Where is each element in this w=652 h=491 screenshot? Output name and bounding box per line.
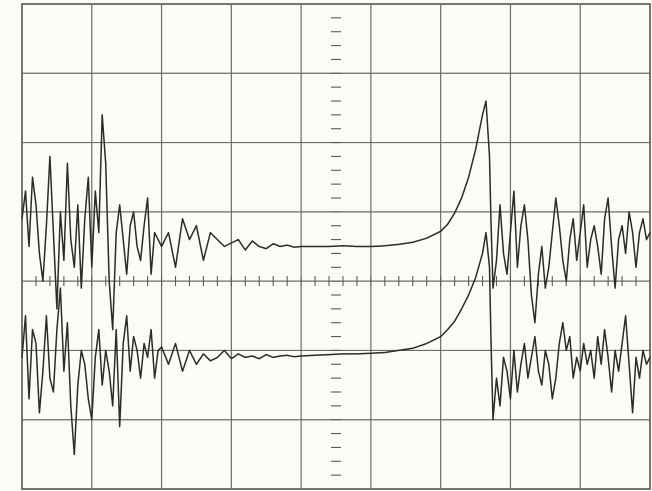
graticule-ticks: [21, 3, 651, 490]
trace-2: [21, 231, 651, 456]
signal-traces: [21, 100, 651, 456]
trace-1: [21, 100, 651, 331]
